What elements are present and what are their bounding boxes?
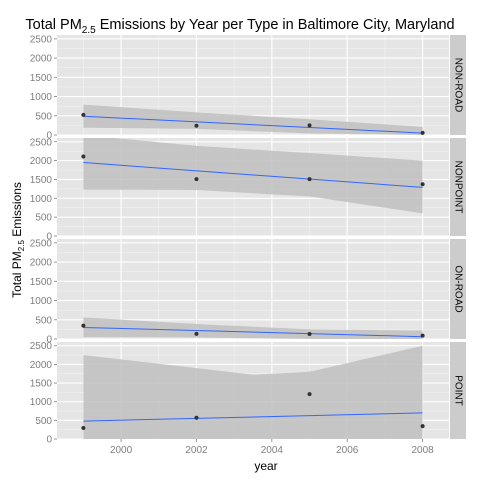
data-point [307, 123, 312, 128]
data-point [194, 331, 199, 336]
y-tick-label: 0 [46, 435, 52, 446]
chart-title: Total PM2.5 Emissions by Year per Type i… [25, 17, 454, 36]
y-tick-label: 0 [46, 335, 52, 346]
y-tick-label: 1000 [30, 397, 53, 408]
trend-line [83, 162, 423, 188]
data-point [420, 333, 425, 338]
y-tick-label: 0 [46, 232, 52, 243]
data-point [81, 323, 86, 328]
y-tick-label: 500 [35, 213, 52, 224]
y-tick-label: 1500 [30, 277, 53, 288]
y-tick-label: 1000 [30, 194, 53, 205]
y-tick-label: 2000 [30, 156, 53, 167]
facet-strip [450, 342, 466, 439]
data-point [81, 112, 86, 117]
x-tick-label: 2000 [110, 445, 133, 456]
facet-strip [450, 239, 466, 339]
y-tick-label: 2000 [30, 54, 53, 65]
trend-line [83, 326, 423, 338]
y-tick-label: 2500 [30, 238, 53, 249]
facet-panel-non-road: 0 500 1000 1500 2000 2500 NON-ROAD [30, 34, 466, 142]
data-point [307, 332, 312, 336]
data-point [81, 425, 86, 430]
data-point [194, 177, 199, 182]
facet-strip [450, 35, 466, 135]
y-tick-label: 500 [35, 111, 52, 122]
x-tick-label: 2004 [261, 445, 284, 456]
trend-line [83, 115, 423, 134]
data-point [420, 182, 425, 187]
x-tick-label: 2002 [185, 445, 208, 456]
y-tick-label: 2000 [30, 360, 53, 371]
y-tick-label: 500 [35, 315, 52, 326]
x-tick-label: 2006 [336, 445, 359, 456]
data-point [307, 392, 312, 397]
facet-panel-on-road: 0 500 1000 1500 2000 2500 ON-ROAD [30, 238, 466, 346]
x-axis: 2000 2002 2004 2006 2008 [110, 439, 434, 456]
y-tick-label: 500 [35, 416, 52, 427]
confidence-band [83, 345, 423, 439]
x-tick-label: 2008 [411, 445, 434, 456]
facet-panel-point: 0 500 1000 1500 2000 2500 POINT [30, 341, 466, 446]
facet-strip [450, 138, 466, 236]
y-tick-label: 2500 [30, 34, 53, 45]
facet-panel-nonpoint: 0 500 1000 1500 2000 2500 NONPOINT [30, 137, 466, 243]
y-axis-label: Total PM2.5 Emissions [10, 182, 26, 298]
y-tick-label: 1500 [30, 379, 53, 390]
panels-layer: 0 500 1000 1500 2000 2500 NON-ROAD 0 500 1000 1500… [30, 34, 466, 446]
y-tick-label: 0 [46, 131, 52, 142]
x-axis-label: year [254, 459, 277, 473]
data-point [307, 177, 312, 182]
confidence-band [83, 317, 423, 339]
data-point [194, 415, 199, 420]
confidence-band [83, 138, 423, 214]
y-tick-label: 1000 [30, 296, 53, 307]
data-point [420, 424, 425, 429]
data-point [194, 123, 199, 128]
facet-strip-label: NON-ROAD [453, 58, 464, 112]
y-tick-label: 1000 [30, 92, 53, 103]
y-tick-label: 2500 [30, 137, 53, 148]
facet-strip-label: ON-ROAD [453, 265, 464, 312]
y-tick-label: 1500 [30, 73, 53, 84]
facet-strip-label: NONPOINT [453, 161, 464, 214]
facet-strip-label: POINT [453, 375, 464, 406]
data-point [81, 154, 86, 159]
data-point [420, 130, 425, 135]
trend-line [83, 412, 423, 422]
y-tick-label: 2000 [30, 258, 53, 269]
y-tick-label: 2500 [30, 341, 53, 352]
y-tick-label: 1500 [30, 175, 53, 186]
confidence-band [83, 104, 423, 135]
